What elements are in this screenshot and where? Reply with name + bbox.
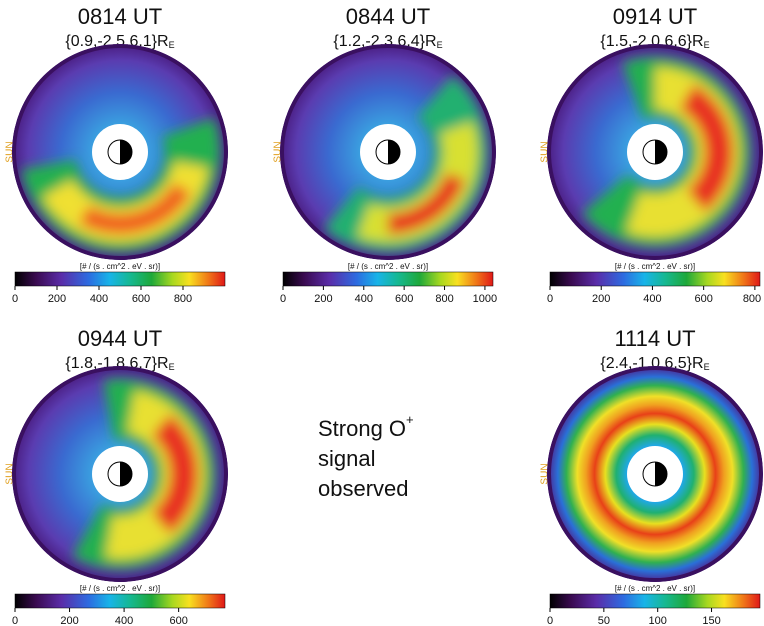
page: {"panels": [ {"time": "0814 UT", "positi… xyxy=(0,0,764,626)
colorbar-tick-label: 600 xyxy=(694,293,712,305)
colorbar xyxy=(15,594,225,608)
colorbar-tick-label: 400 xyxy=(355,293,373,305)
unit: R xyxy=(157,355,169,372)
colorbar-tick-label: 800 xyxy=(174,293,192,305)
colorbar-tick-label: 0 xyxy=(12,615,18,626)
colorbar-tick-label: 400 xyxy=(643,293,661,305)
colorbar-tick-label: 600 xyxy=(132,293,150,305)
annotation-charge: + xyxy=(406,412,414,427)
colorbar xyxy=(283,272,493,286)
unit: R xyxy=(425,33,437,50)
unit-sub: E xyxy=(169,40,175,50)
colorbar-tick-label: 800 xyxy=(435,293,453,305)
annotation-species: Strong O xyxy=(318,416,406,441)
colorbar xyxy=(15,272,225,286)
colorbar-tick-label: 0 xyxy=(280,293,286,305)
annotation: Strong O+ xyxy=(318,412,414,440)
colorbar-tick-label: 200 xyxy=(60,615,78,626)
unit-sub: E xyxy=(704,362,710,372)
unit-sub: E xyxy=(437,40,443,50)
colorbar-tick-label: 200 xyxy=(592,293,610,305)
colorbar-tick-label: 600 xyxy=(169,615,187,626)
colorbar-tick-label: 200 xyxy=(48,293,66,305)
colorbar-tick-label: 400 xyxy=(115,615,133,626)
colorbar-label: [# / (s . cm^2 . eV . sr)] xyxy=(615,262,695,271)
panel-title: 1114 UT xyxy=(614,326,695,351)
panel-title: 0944 UT xyxy=(78,326,162,351)
colorbar-tick-label: 50 xyxy=(598,615,610,626)
annotation: signal xyxy=(318,446,375,471)
colorbar-tick-label: 1000 xyxy=(473,293,497,305)
unit: R xyxy=(692,33,704,50)
colorbar-tick-label: 800 xyxy=(743,293,761,305)
figure: Strong O+ signal observed 0814 UT{0.9,-2… xyxy=(0,0,764,626)
colorbar-tick-label: 100 xyxy=(649,615,667,626)
panel-title: 0844 UT xyxy=(346,4,430,29)
colorbar-tick-label: 0 xyxy=(547,615,553,626)
unit: R xyxy=(692,355,704,372)
colorbar-label: [# / (s . cm^2 . eV . sr)] xyxy=(348,262,428,271)
colorbar-tick-label: 150 xyxy=(702,615,720,626)
unit-sub: E xyxy=(704,40,710,50)
panel-title: 0814 UT xyxy=(78,4,162,29)
colorbar-label: [# / (s . cm^2 . eV . sr)] xyxy=(615,584,695,593)
colorbar-label: [# / (s . cm^2 . eV . sr)] xyxy=(80,262,160,271)
colorbar-tick-label: 600 xyxy=(395,293,413,305)
colorbar-tick-label: 0 xyxy=(12,293,18,305)
unit: R xyxy=(157,33,169,50)
unit-sub: E xyxy=(169,362,175,372)
colorbar xyxy=(550,272,760,286)
colorbar-label: [# / (s . cm^2 . eV . sr)] xyxy=(80,584,160,593)
annotation: observed xyxy=(318,476,409,501)
colorbar-tick-label: 200 xyxy=(314,293,332,305)
panel-title: 0914 UT xyxy=(613,4,697,29)
colorbar-tick-label: 0 xyxy=(547,293,553,305)
colorbar xyxy=(550,594,760,608)
colorbar-tick-label: 400 xyxy=(90,293,108,305)
